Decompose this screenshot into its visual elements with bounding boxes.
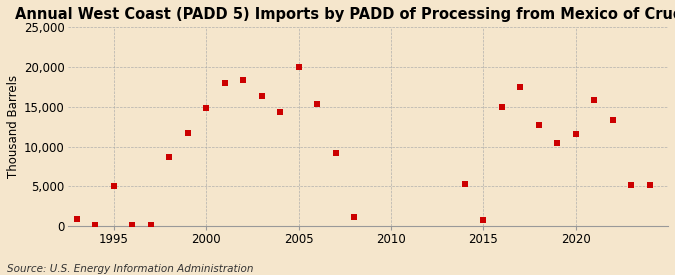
Point	[478, 218, 489, 222]
Point	[293, 64, 304, 69]
Point	[515, 85, 526, 89]
Point	[90, 223, 101, 227]
Point	[127, 222, 138, 227]
Title: Annual West Coast (PADD 5) Imports by PADD of Processing from Mexico of Crude Oi: Annual West Coast (PADD 5) Imports by PA…	[15, 7, 675, 22]
Point	[348, 215, 359, 219]
Point	[182, 131, 193, 135]
Point	[312, 101, 323, 106]
Point	[608, 118, 618, 123]
Point	[238, 78, 248, 82]
Point	[570, 132, 581, 136]
Point	[533, 123, 544, 127]
Point	[219, 81, 230, 85]
Point	[551, 141, 562, 145]
Point	[644, 183, 655, 187]
Y-axis label: Thousand Barrels: Thousand Barrels	[7, 75, 20, 178]
Point	[330, 151, 341, 155]
Point	[72, 217, 82, 221]
Point	[164, 155, 175, 159]
Point	[256, 94, 267, 98]
Point	[460, 182, 470, 186]
Point	[145, 223, 156, 227]
Point	[109, 184, 119, 189]
Point	[496, 104, 507, 109]
Point	[589, 98, 599, 103]
Point	[626, 183, 637, 187]
Point	[200, 105, 211, 110]
Text: Source: U.S. Energy Information Administration: Source: U.S. Energy Information Administ…	[7, 264, 253, 274]
Point	[275, 110, 286, 115]
